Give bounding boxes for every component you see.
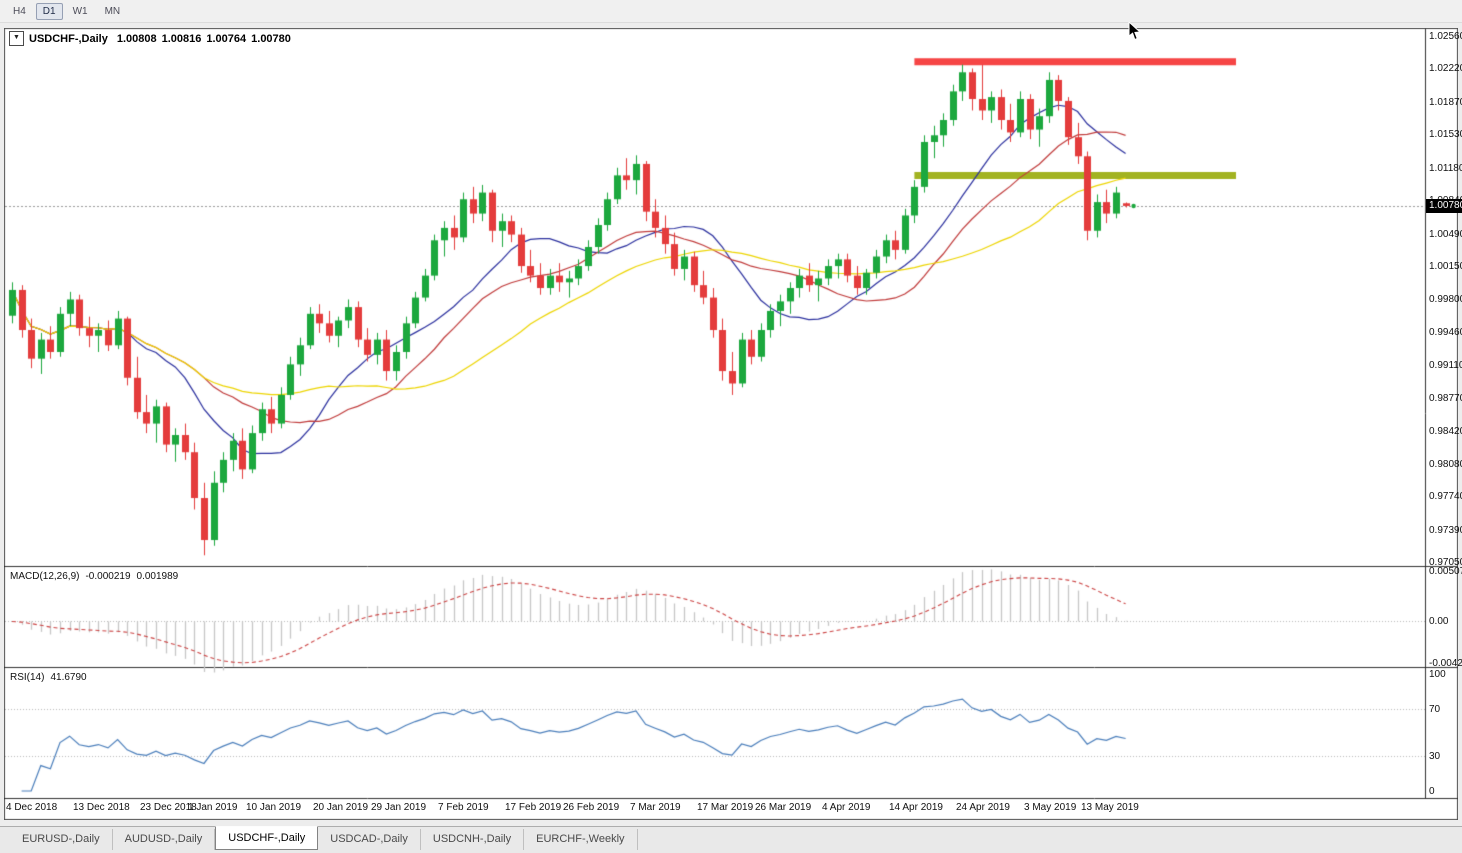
chart-tab-eurchf[interactable]: EURCHF-,Weekly [524, 829, 638, 850]
rsi-label: RSI(14) 41.6790 [10, 672, 87, 683]
ohlc-high-value: 1.00816 [161, 32, 202, 45]
ohlc-low-value: 1.00764 [206, 32, 247, 45]
mouse-cursor [1128, 22, 1142, 41]
chart-tab-usdcnh[interactable]: USDCNH-,Daily [421, 829, 525, 850]
chart-canvas[interactable] [4, 28, 1458, 820]
timeframe-button-h4[interactable]: H4 [13, 5, 26, 17]
timeframe-button-w1[interactable]: W1 [72, 5, 88, 17]
macd-name: MACD(12,26,9) [10, 571, 80, 582]
chart-tab-usdcad[interactable]: USDCAD-,Daily [318, 829, 421, 850]
chart-tab-audusd[interactable]: AUDUSD-,Daily [113, 829, 216, 850]
chart-title: ▼ USDCHF-,Daily 1.00808 1.00816 1.00764 … [9, 31, 291, 46]
ohlc-close-value: 1.00780 [251, 32, 291, 45]
macd-label: MACD(12,26,9) -0.000219 0.001989 [10, 571, 178, 582]
chart-tab-eurusd[interactable]: EURUSD-,Daily [10, 829, 113, 850]
rsi-name: RSI(14) [10, 672, 45, 683]
chart-tab-usdchf[interactable]: USDCHF-,Daily [215, 826, 319, 850]
timeframe-toolbar: H4 D1 W1 MN [0, 0, 1462, 23]
chart-tab-bar: EURUSD-,Daily AUDUSD-,Daily USDCHF-,Daily U… [0, 826, 1462, 853]
macd-signal-value: 0.001989 [136, 571, 179, 582]
macd-value: -0.000219 [85, 571, 131, 582]
timeframe-button-mn[interactable]: MN [104, 5, 121, 17]
rsi-value: 41.6790 [50, 672, 87, 683]
ohlc-open-value: 1.00808 [116, 32, 157, 45]
current-price-badge: 1.00780 [1426, 199, 1462, 213]
one-click-collapse-icon[interactable]: ▼ [9, 31, 24, 46]
timeframe-button-d1[interactable]: D1 [35, 2, 63, 20]
symbol-period-label: USDCHF-,Daily [29, 32, 108, 45]
